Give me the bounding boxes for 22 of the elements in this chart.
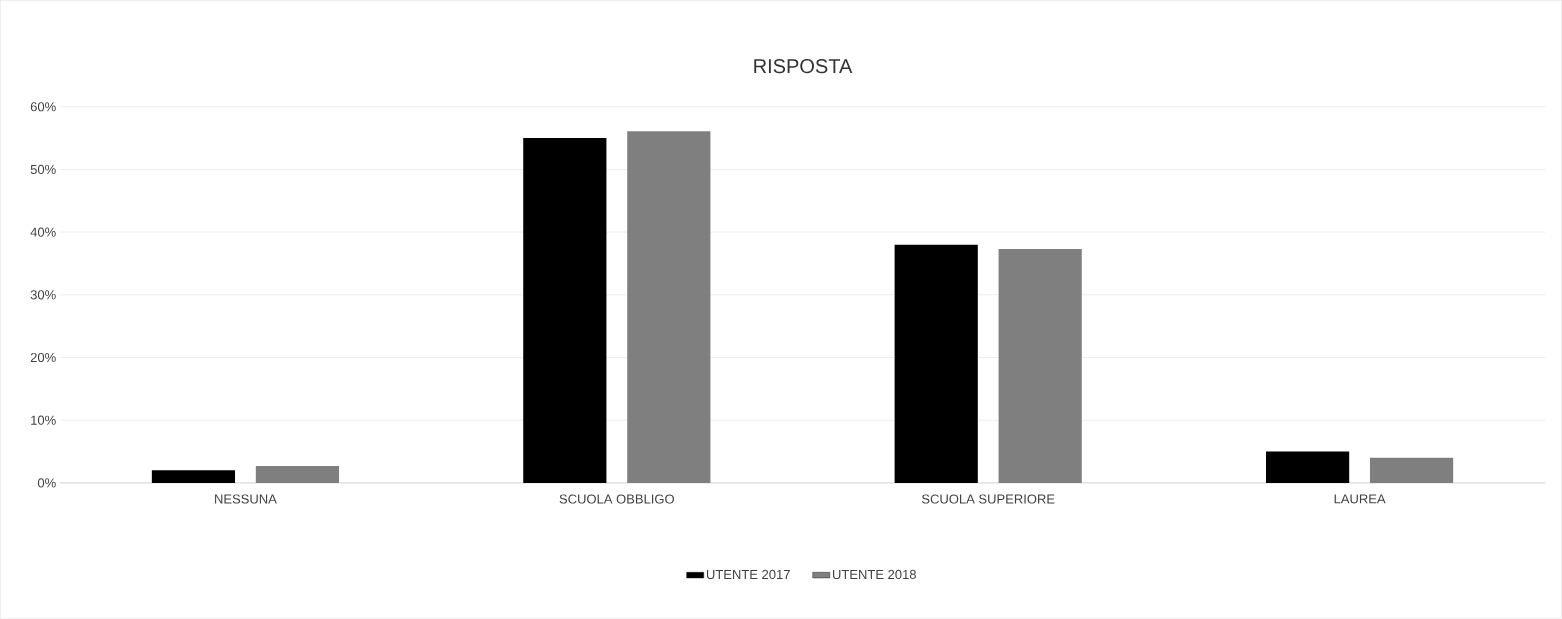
bar [1266, 451, 1350, 484]
x-tick-label: LAUREA [1334, 494, 1386, 504]
bar [151, 470, 236, 484]
chart-title: RISPOSTA [754, 59, 853, 74]
x-tick-label: SCUOLA OBBLIGO [559, 494, 674, 504]
x-tick-label: NESSUNA [215, 494, 277, 504]
y-tick-label: 20% [30, 353, 56, 363]
bar [627, 131, 711, 484]
bar [1369, 457, 1454, 484]
bar [998, 249, 1082, 484]
bar [523, 138, 607, 484]
y-tick-label: 10% [31, 415, 56, 425]
y-tick-label: 60% [30, 102, 56, 112]
legend-label: UTENTE 2017 [706, 570, 790, 580]
legend-label: UTENTE 2018 [832, 570, 916, 580]
bar [894, 244, 978, 484]
x-tick-label: SCUOLA SUPERIORE [921, 494, 1055, 504]
y-tick-label: 50% [30, 165, 56, 175]
y-tick-label: 0% [37, 478, 56, 488]
bar [255, 466, 340, 484]
y-tick-label: 40% [30, 227, 56, 237]
y-tick-label: 30% [30, 290, 56, 300]
